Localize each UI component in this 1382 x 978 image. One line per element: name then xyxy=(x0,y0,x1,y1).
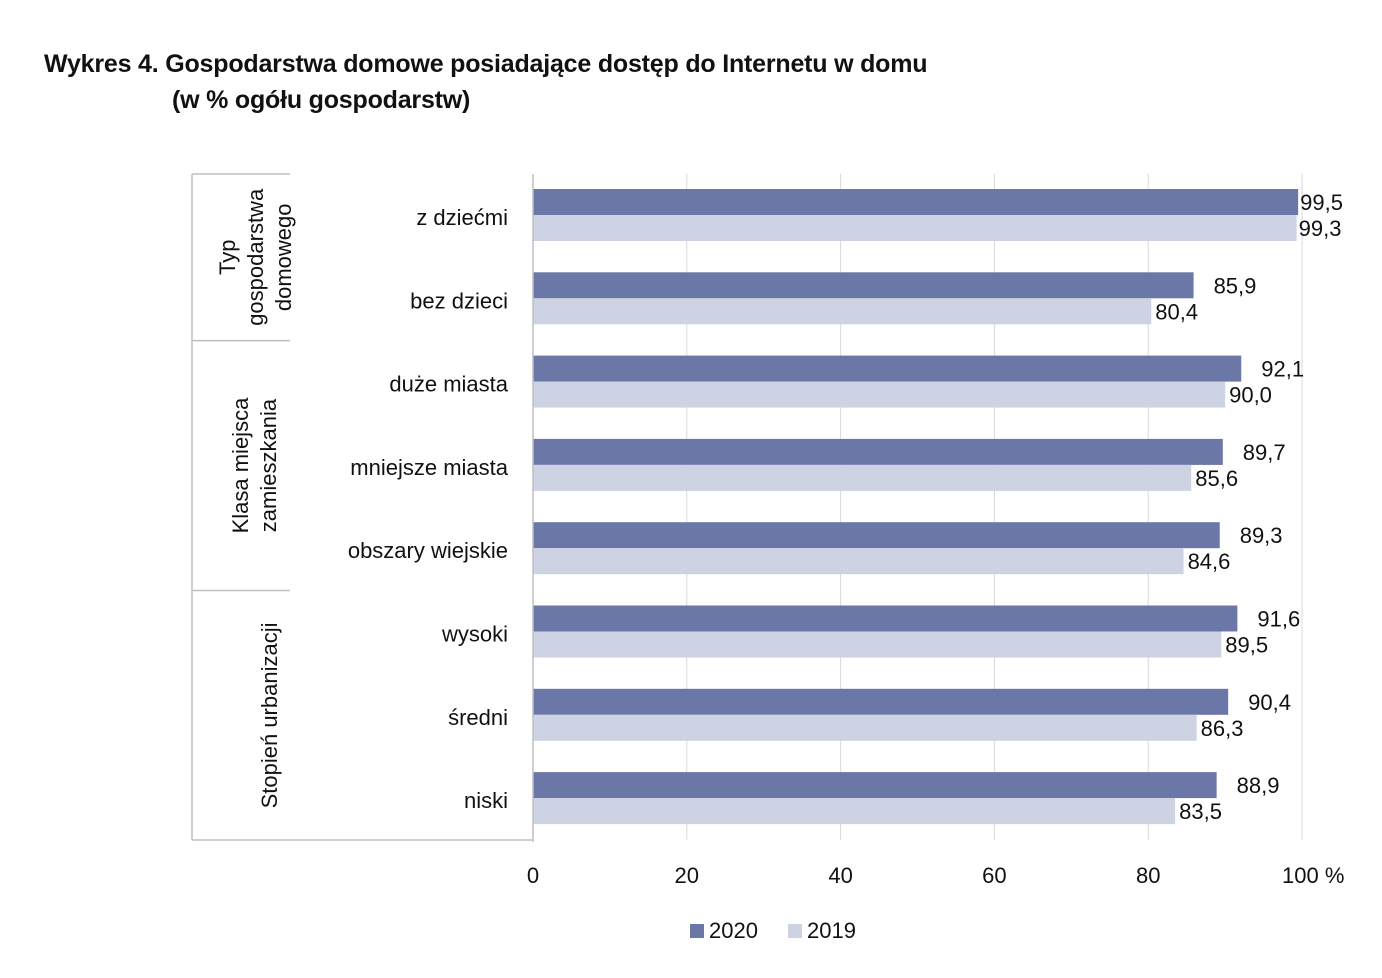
data-label-2020: 90,4 xyxy=(1248,690,1291,715)
bar-2020 xyxy=(533,438,1223,465)
data-label-2019: 99,3 xyxy=(1299,216,1342,241)
category-label: średni xyxy=(448,705,508,730)
bar-2019 xyxy=(533,298,1152,325)
bar-2020 xyxy=(533,355,1242,382)
data-label-2020: 85,9 xyxy=(1214,273,1257,298)
bar-2020 xyxy=(533,189,1299,215)
bar-2019 xyxy=(533,381,1226,408)
category-label: wysoki xyxy=(441,622,508,647)
bar-2020 xyxy=(533,688,1229,715)
data-label-2020: 89,7 xyxy=(1243,440,1286,465)
group-label: domowego xyxy=(271,203,296,311)
legend-label-2020: 2020 xyxy=(709,918,758,943)
data-label-2020: 92,1 xyxy=(1261,357,1304,382)
category-label: niski xyxy=(464,788,508,813)
data-label-2020: 91,6 xyxy=(1257,607,1300,632)
chart-title-line1: Wykres 4. Gospodarstwa domowe posiadając… xyxy=(44,50,928,78)
data-label-2020: 88,9 xyxy=(1237,773,1280,798)
x-tick-label: 80 xyxy=(1136,863,1160,888)
legend-swatch-2020 xyxy=(690,924,704,938)
chart-title-line2: (w % ogółu gospodarstw) xyxy=(172,86,471,114)
x-tick-label: 40 xyxy=(828,863,852,888)
bar-2020 xyxy=(533,605,1238,632)
category-label: obszary wiejskie xyxy=(348,538,508,563)
x-tick-label: 20 xyxy=(675,863,699,888)
group-label: Typ xyxy=(215,240,240,275)
data-label-2020: 99,5 xyxy=(1300,190,1343,215)
bar-2019 xyxy=(533,464,1192,491)
category-label: z dziećmi xyxy=(416,205,508,230)
legend-swatch-2019 xyxy=(788,924,802,938)
category-label: bez dzieci xyxy=(410,288,508,313)
x-tick-label: 0 xyxy=(527,863,539,888)
legend-label-2019: 2019 xyxy=(807,918,856,943)
data-label-2020: 89,3 xyxy=(1240,523,1283,548)
data-label-2019: 83,5 xyxy=(1179,799,1222,824)
group-label: Stopień urbanizacji xyxy=(257,622,282,808)
group-label: Klasa miejsca xyxy=(228,397,253,533)
x-tick-label: 60 xyxy=(982,863,1006,888)
bar-2019 xyxy=(533,714,1197,741)
data-label-2019: 80,4 xyxy=(1155,299,1198,324)
bar-2020 xyxy=(533,272,1194,299)
bar-2020 xyxy=(533,772,1217,799)
data-label-2019: 90,0 xyxy=(1229,383,1272,408)
bar-2019 xyxy=(533,215,1297,241)
bar-2019 xyxy=(533,548,1184,575)
group-label: gospodarstwa xyxy=(243,188,268,326)
category-label: mniejsze miasta xyxy=(350,455,508,480)
data-label-2019: 85,6 xyxy=(1195,466,1238,491)
bar-2020 xyxy=(533,522,1220,549)
group-label: zamieszkania xyxy=(256,398,281,532)
bar-2019 xyxy=(533,798,1176,825)
bar-2019 xyxy=(533,631,1222,658)
data-label-2019: 86,3 xyxy=(1201,716,1244,741)
chart-title: Wykres 4. Gospodarstwa domowe posiadając… xyxy=(44,46,928,118)
category-label: duże miasta xyxy=(389,372,508,397)
data-label-2019: 84,6 xyxy=(1188,549,1231,574)
data-label-2019: 89,5 xyxy=(1225,633,1268,658)
x-tick-label: 100 % xyxy=(1282,863,1344,888)
